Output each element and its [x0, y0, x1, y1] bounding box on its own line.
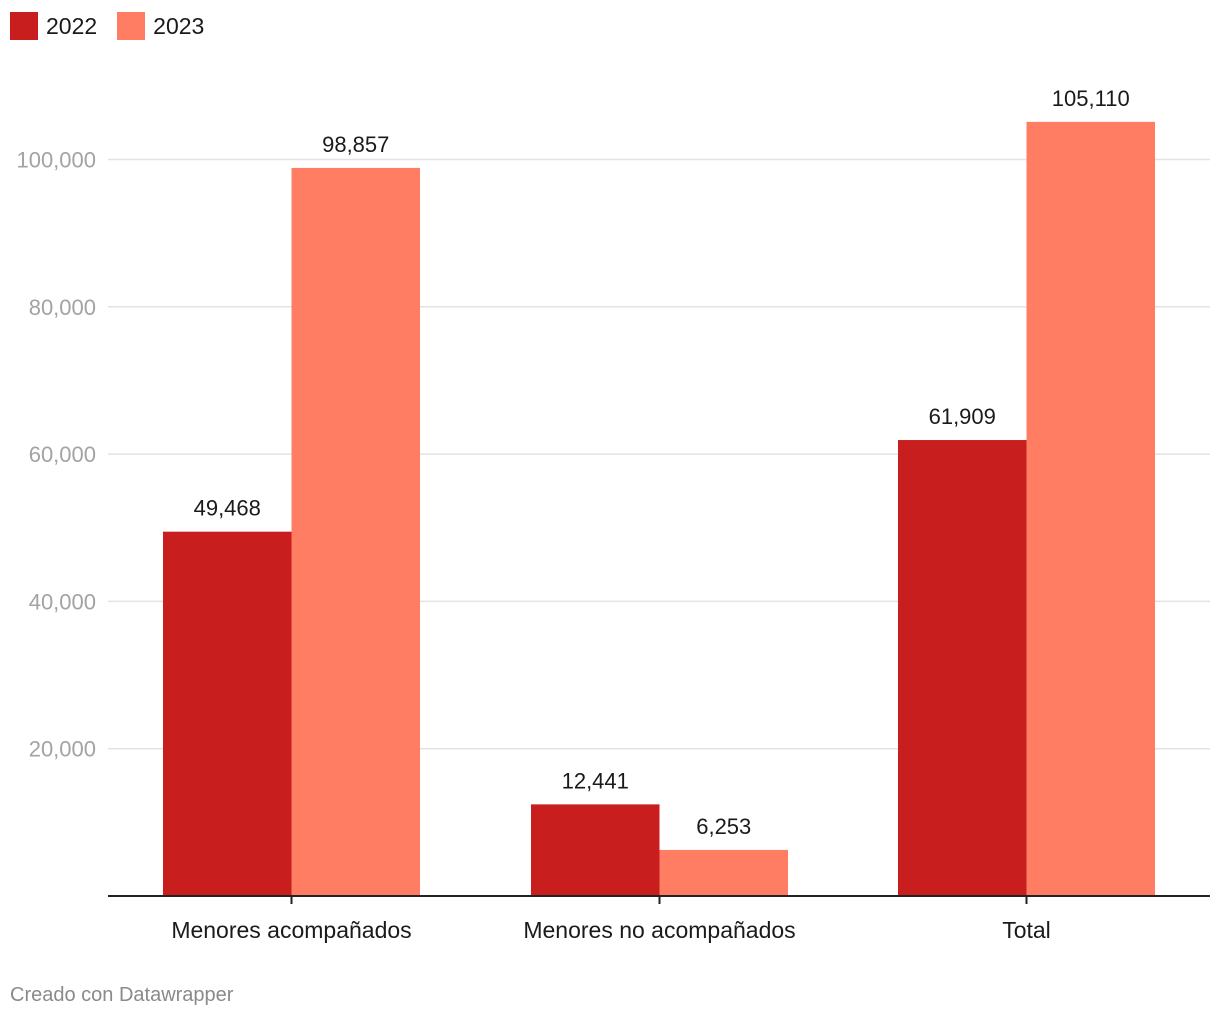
- data-label: 6,253: [696, 814, 751, 839]
- x-tick-label: Menores acompañados: [171, 917, 411, 943]
- legend-item-2022: 2022: [10, 12, 97, 40]
- y-tick-label: 20,000: [29, 737, 96, 762]
- data-label: 61,909: [929, 404, 996, 429]
- footer-credit: Creado con Datawrapper: [10, 984, 234, 1006]
- bar: [531, 804, 660, 896]
- x-tick-label: Total: [1002, 917, 1051, 943]
- x-tick-label: Menores no acompañados: [523, 917, 795, 943]
- bar: [163, 531, 292, 896]
- y-tick-label: 100,000: [16, 148, 96, 173]
- legend-swatch-2022: [10, 12, 38, 40]
- bar: [291, 167, 420, 896]
- bar: [898, 440, 1027, 896]
- legend-label-2023: 2023: [153, 12, 205, 39]
- bar: [659, 849, 788, 896]
- data-label: 98,857: [322, 132, 389, 157]
- data-label: 12,441: [562, 768, 629, 793]
- legend-swatch-2023: [117, 12, 146, 40]
- legend-item-2023: 2023: [117, 12, 204, 40]
- legend: 2022 2023: [10, 12, 204, 40]
- data-label: 105,110: [1052, 86, 1130, 111]
- legend-label-2022: 2022: [46, 12, 98, 39]
- y-tick-label: 40,000: [29, 589, 96, 614]
- y-tick-label: 60,000: [29, 442, 96, 467]
- data-label: 49,468: [194, 496, 261, 521]
- y-tick-label: 80,000: [29, 295, 96, 320]
- bar: [1026, 121, 1155, 896]
